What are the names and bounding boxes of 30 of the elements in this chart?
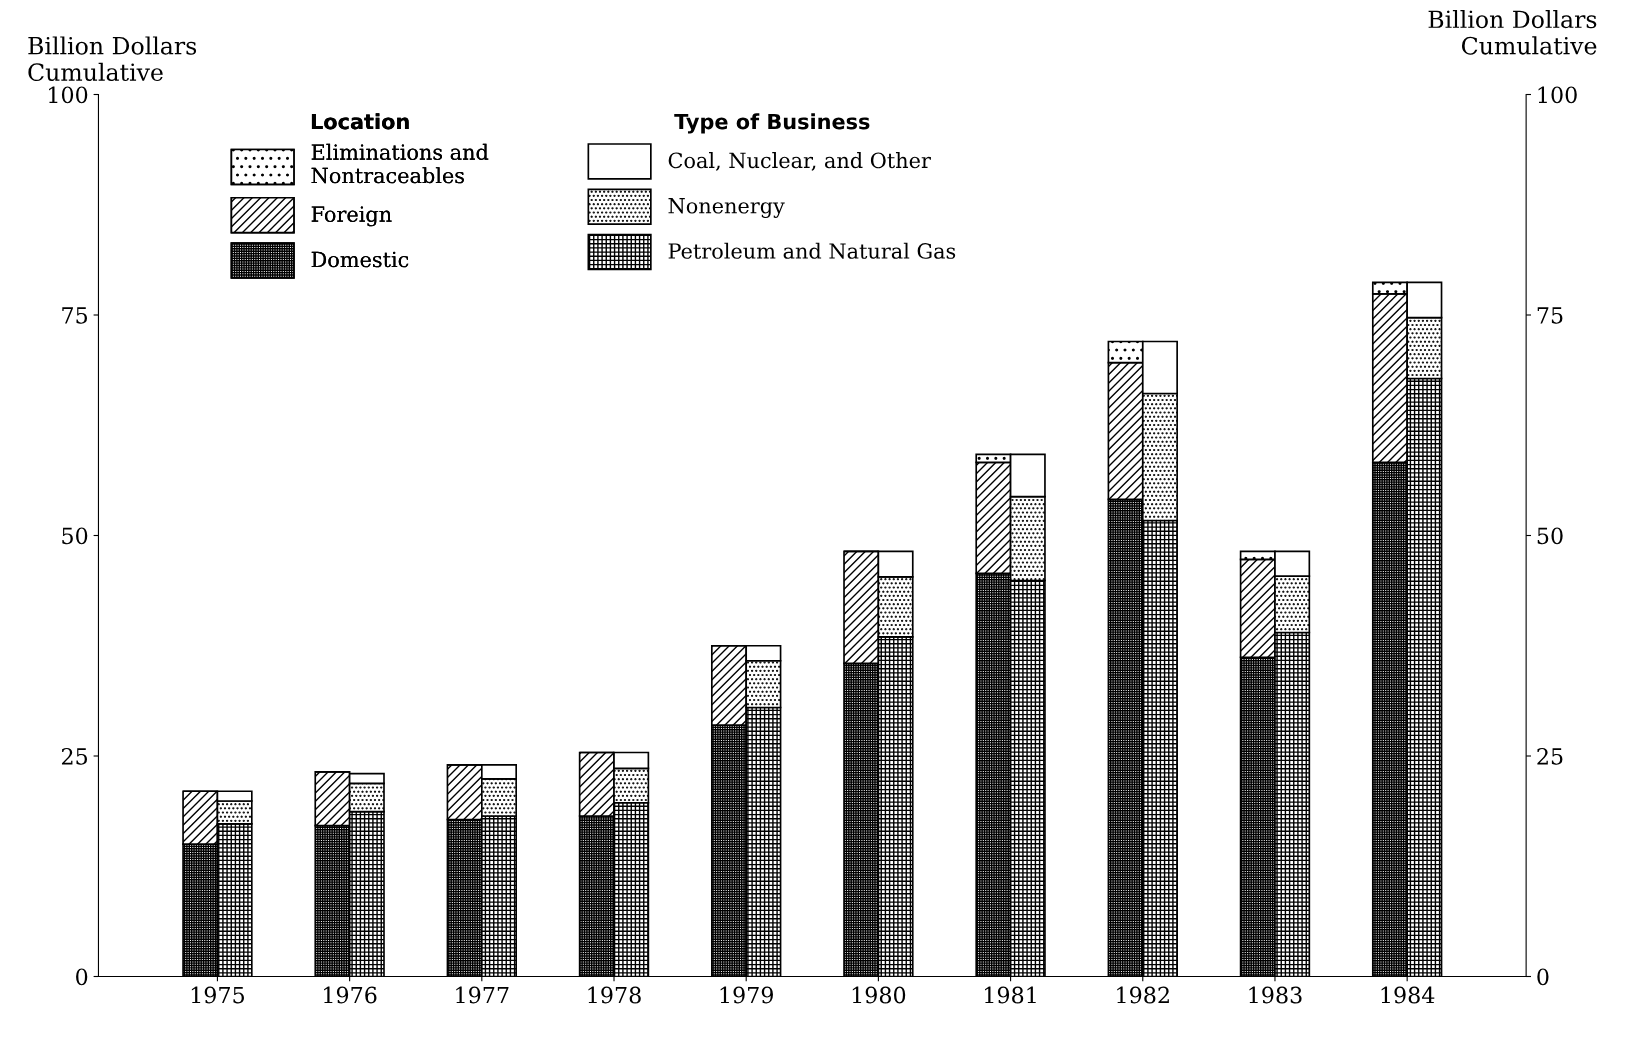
y-axis-title: Billion Dollars Cumulative <box>1428 9 1597 55</box>
legend-label: Nonenergy <box>668 198 785 218</box>
legend-label: Domestic <box>311 251 409 268</box>
x-tick-label: 1984 <box>1381 986 1435 1004</box>
y-tick-label: 75 <box>1537 307 1563 324</box>
x-tick-label: 1976 <box>324 986 377 1004</box>
y-tick-label: 0 <box>1537 968 1549 986</box>
x-tick-label: 1978 <box>588 986 641 1004</box>
y-tick-label: 25 <box>61 747 88 765</box>
legend-label: Eliminations and Nontraceables <box>311 143 489 184</box>
legend-label: Coal, Nuclear, and Other <box>668 152 931 171</box>
y-tick-label: 0 <box>76 968 88 986</box>
y-tick-label: 50 <box>1537 527 1563 545</box>
y-tick-label: 25 <box>1537 747 1563 765</box>
x-tick-label: 1977 <box>456 986 509 1004</box>
y-axis-title: Billion Dollars Cumulative <box>28 36 197 82</box>
legend-title: Location <box>311 113 409 130</box>
x-tick-label: 1982 <box>1117 986 1169 1004</box>
x-tick-label: 1981 <box>985 986 1036 1004</box>
y-tick-label: 100 <box>49 86 88 104</box>
x-tick-label: 1979 <box>720 986 773 1004</box>
y-tick-label: 50 <box>62 527 88 545</box>
y-tick-label: 75 <box>62 307 88 324</box>
x-tick-label: 1980 <box>852 986 906 1004</box>
legend-title: Type of Business <box>674 113 870 134</box>
x-tick-label: 1983 <box>1249 986 1302 1004</box>
legend-label: Petroleum and Natural Gas <box>668 242 956 259</box>
legend-label: Foreign <box>311 206 392 227</box>
x-tick-label: 1975 <box>191 986 244 1004</box>
y-tick-label: 100 <box>1538 86 1577 104</box>
